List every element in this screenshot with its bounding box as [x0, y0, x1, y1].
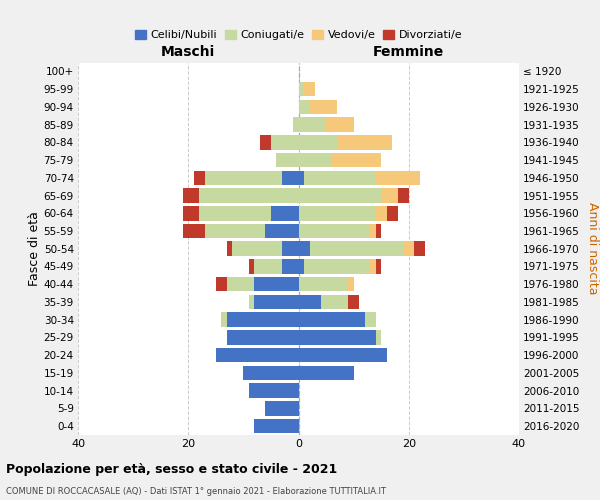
Bar — [183, 206, 199, 220]
Bar — [299, 82, 304, 96]
Bar — [249, 294, 254, 309]
Bar — [376, 259, 381, 274]
Bar — [299, 259, 304, 274]
Bar — [376, 206, 387, 220]
Bar — [326, 118, 353, 132]
Bar — [310, 100, 337, 114]
Bar — [299, 277, 348, 291]
Bar — [304, 170, 376, 185]
Text: Popolazione per età, sesso e stato civile - 2021: Popolazione per età, sesso e stato civil… — [6, 462, 337, 475]
Y-axis label: Fasce di età: Fasce di età — [28, 212, 41, 286]
Bar — [299, 242, 310, 256]
Bar — [299, 366, 353, 380]
Bar — [260, 135, 271, 150]
Bar — [277, 153, 299, 168]
Bar — [183, 188, 199, 203]
Text: Femmine: Femmine — [373, 45, 445, 59]
Bar — [282, 259, 299, 274]
Bar — [299, 170, 304, 185]
Bar — [249, 384, 299, 398]
Bar — [365, 312, 376, 327]
Bar — [348, 294, 359, 309]
Bar — [299, 188, 381, 203]
Bar — [337, 135, 392, 150]
Bar — [205, 224, 265, 238]
Bar — [265, 401, 299, 415]
Bar — [265, 224, 299, 238]
Bar — [221, 312, 227, 327]
Bar — [254, 259, 282, 274]
Bar — [271, 135, 299, 150]
Bar — [216, 277, 227, 291]
Bar — [381, 188, 398, 203]
Bar — [370, 259, 376, 274]
Bar — [254, 277, 299, 291]
Bar — [216, 348, 299, 362]
Bar — [282, 242, 299, 256]
Bar — [199, 206, 271, 220]
Bar — [304, 259, 370, 274]
Text: Maschi: Maschi — [161, 45, 215, 59]
Bar — [398, 188, 409, 203]
Bar — [227, 242, 232, 256]
Bar — [205, 170, 282, 185]
Bar — [271, 206, 299, 220]
Bar — [387, 206, 398, 220]
Bar — [299, 330, 376, 344]
Bar — [299, 118, 326, 132]
Bar — [254, 294, 299, 309]
Bar — [199, 188, 299, 203]
Bar — [299, 100, 310, 114]
Bar — [332, 153, 381, 168]
Bar — [244, 366, 299, 380]
Bar — [299, 312, 365, 327]
Bar — [403, 242, 414, 256]
Text: COMUNE DI ROCCACASALE (AQ) - Dati ISTAT 1° gennaio 2021 - Elaborazione TUTTITALI: COMUNE DI ROCCACASALE (AQ) - Dati ISTAT … — [6, 488, 386, 496]
Bar — [254, 419, 299, 434]
Bar — [299, 153, 332, 168]
Bar — [183, 224, 205, 238]
Bar — [370, 224, 376, 238]
Bar — [293, 118, 299, 132]
Bar — [348, 277, 353, 291]
Bar — [414, 242, 425, 256]
Bar — [299, 294, 320, 309]
Bar — [376, 330, 381, 344]
Bar — [227, 330, 299, 344]
Bar — [227, 312, 299, 327]
Bar — [249, 259, 254, 274]
Legend: Celibi/Nubili, Coniugati/e, Vedovi/e, Divorziati/e: Celibi/Nubili, Coniugati/e, Vedovi/e, Di… — [130, 25, 467, 44]
Bar — [376, 224, 381, 238]
Y-axis label: Anni di nascita: Anni di nascita — [586, 202, 599, 295]
Bar — [299, 224, 370, 238]
Bar — [320, 294, 348, 309]
Bar — [299, 206, 376, 220]
Bar — [282, 170, 299, 185]
Bar — [299, 135, 337, 150]
Bar — [232, 242, 282, 256]
Bar — [194, 170, 205, 185]
Bar — [376, 170, 420, 185]
Bar — [299, 348, 387, 362]
Bar — [310, 242, 403, 256]
Bar — [227, 277, 254, 291]
Bar — [304, 82, 315, 96]
